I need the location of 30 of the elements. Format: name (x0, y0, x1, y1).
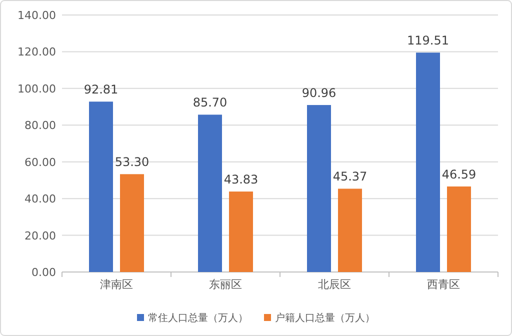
legend-label: 户籍人口总量（万人） (275, 312, 375, 324)
bar (89, 102, 113, 272)
data-label: 92.81 (84, 82, 118, 97)
bar (338, 188, 362, 272)
y-tick-label: 80.00 (24, 119, 56, 132)
y-tick-label: 20.00 (24, 229, 56, 242)
bar (447, 186, 471, 272)
y-tick-label: 40.00 (24, 192, 56, 206)
data-label: 43.83 (224, 172, 258, 187)
y-tick-label: 120.00 (18, 46, 56, 59)
y-tick-label: 60.00 (24, 156, 56, 169)
y-tick-label: 100.00 (18, 82, 56, 96)
legend-label: 常住人口总量（万人） (148, 312, 248, 324)
y-tick-label: 0.00 (32, 266, 56, 279)
x-tick-label: 津南区 (100, 278, 133, 291)
data-label: 45.37 (332, 170, 368, 184)
data-label: 119.51 (407, 34, 449, 48)
y-tick-label: 140.00 (18, 9, 56, 22)
bar (120, 174, 144, 272)
bar (198, 114, 222, 272)
data-label: 46.59 (442, 167, 476, 182)
x-tick-label: 北辰区 (318, 278, 351, 291)
data-label: 53.30 (114, 155, 150, 170)
x-tick-label: 西青区 (427, 278, 460, 291)
x-tick-label: 东丽区 (209, 278, 242, 291)
bar (307, 105, 331, 272)
bar (229, 192, 253, 272)
data-label: 90.96 (302, 86, 336, 100)
bar (416, 52, 440, 272)
data-label: 85.70 (192, 96, 228, 110)
